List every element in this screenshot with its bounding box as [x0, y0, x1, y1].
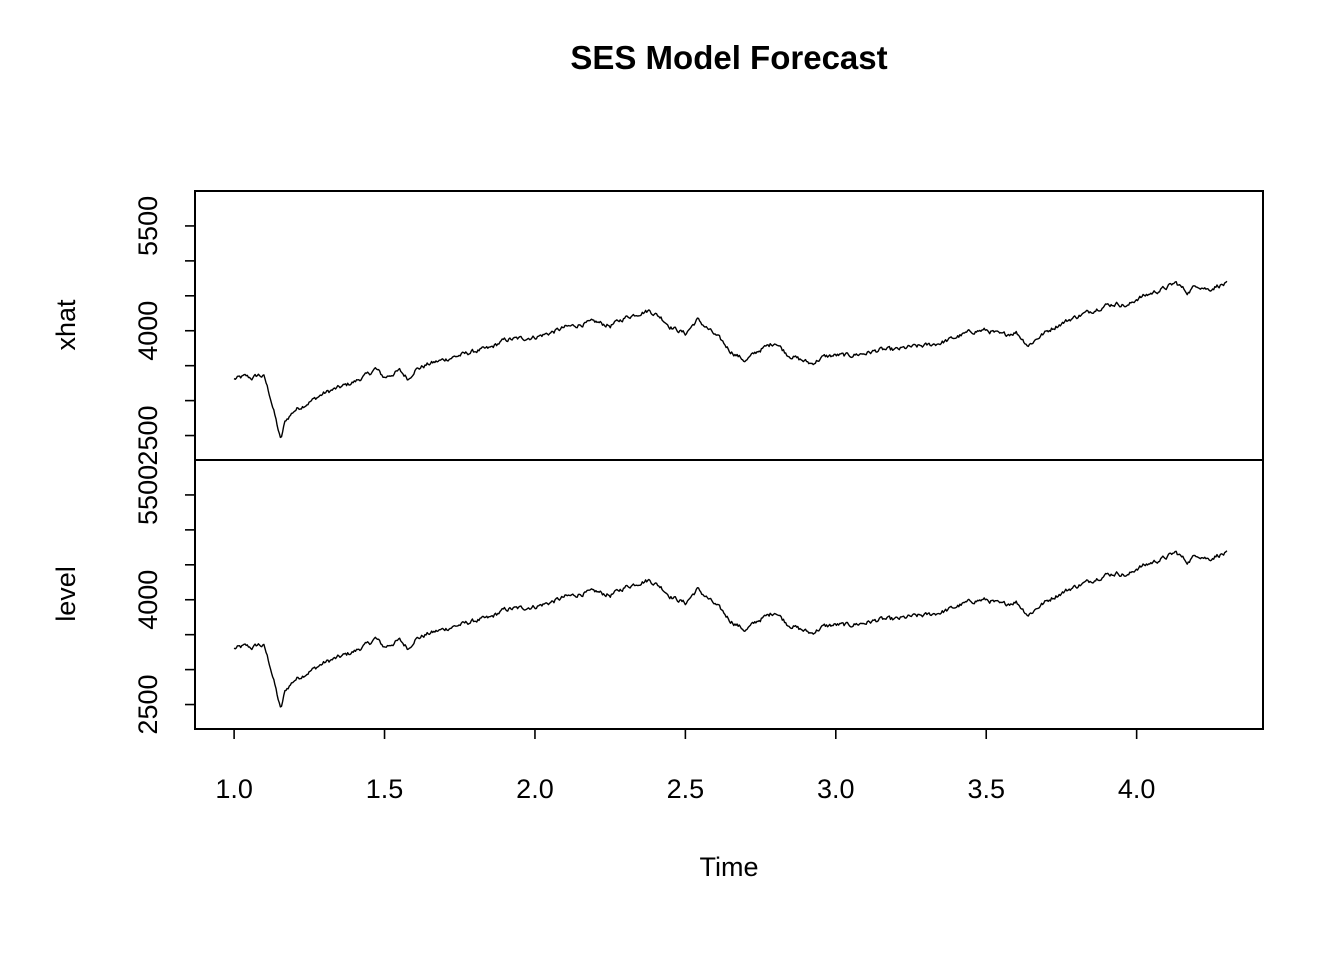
panel-level-series-line — [233, 550, 1228, 708]
panel-level-y-axis: 2500 4000 5500 — [133, 465, 195, 735]
panel-xhat: 2500 4000 5500 xhat — [51, 190, 1264, 466]
x-axis: 1.0 1.5 2.0 2.5 3.0 3.5 4.0 — [215, 728, 1156, 804]
x-tick-label: 2.5 — [667, 774, 705, 804]
x-tick-label: 3.0 — [817, 774, 855, 804]
x-tick-label: 4.0 — [1118, 774, 1156, 804]
panel-level-y-tick-label: 5500 — [133, 465, 163, 525]
panel-level-frame — [194, 459, 1264, 730]
x-tick-label: 1.0 — [215, 774, 253, 804]
panel-level-y-label: level — [51, 566, 81, 622]
panel-xhat-y-tick-label: 2500 — [133, 406, 163, 466]
x-tick-label: 1.5 — [366, 774, 404, 804]
chart-title: SES Model Forecast — [570, 39, 887, 76]
panel-level-y-tick-label: 4000 — [133, 570, 163, 630]
panel-xhat-frame — [194, 190, 1264, 461]
x-axis-label: Time — [700, 852, 759, 882]
panel-xhat-y-tick-label: 5500 — [133, 196, 163, 256]
panel-xhat-series-line — [233, 280, 1228, 439]
x-tick-label: 2.0 — [516, 774, 554, 804]
panel-level-y-tick-label: 2500 — [133, 675, 163, 735]
x-tick-label: 3.5 — [967, 774, 1005, 804]
panel-xhat-y-axis: 2500 4000 5500 — [133, 196, 195, 466]
panel-level: 2500 4000 5500 level — [51, 459, 1264, 735]
panel-xhat-y-tick-label: 4000 — [133, 301, 163, 361]
panel-xhat-y-label: xhat — [51, 299, 81, 351]
